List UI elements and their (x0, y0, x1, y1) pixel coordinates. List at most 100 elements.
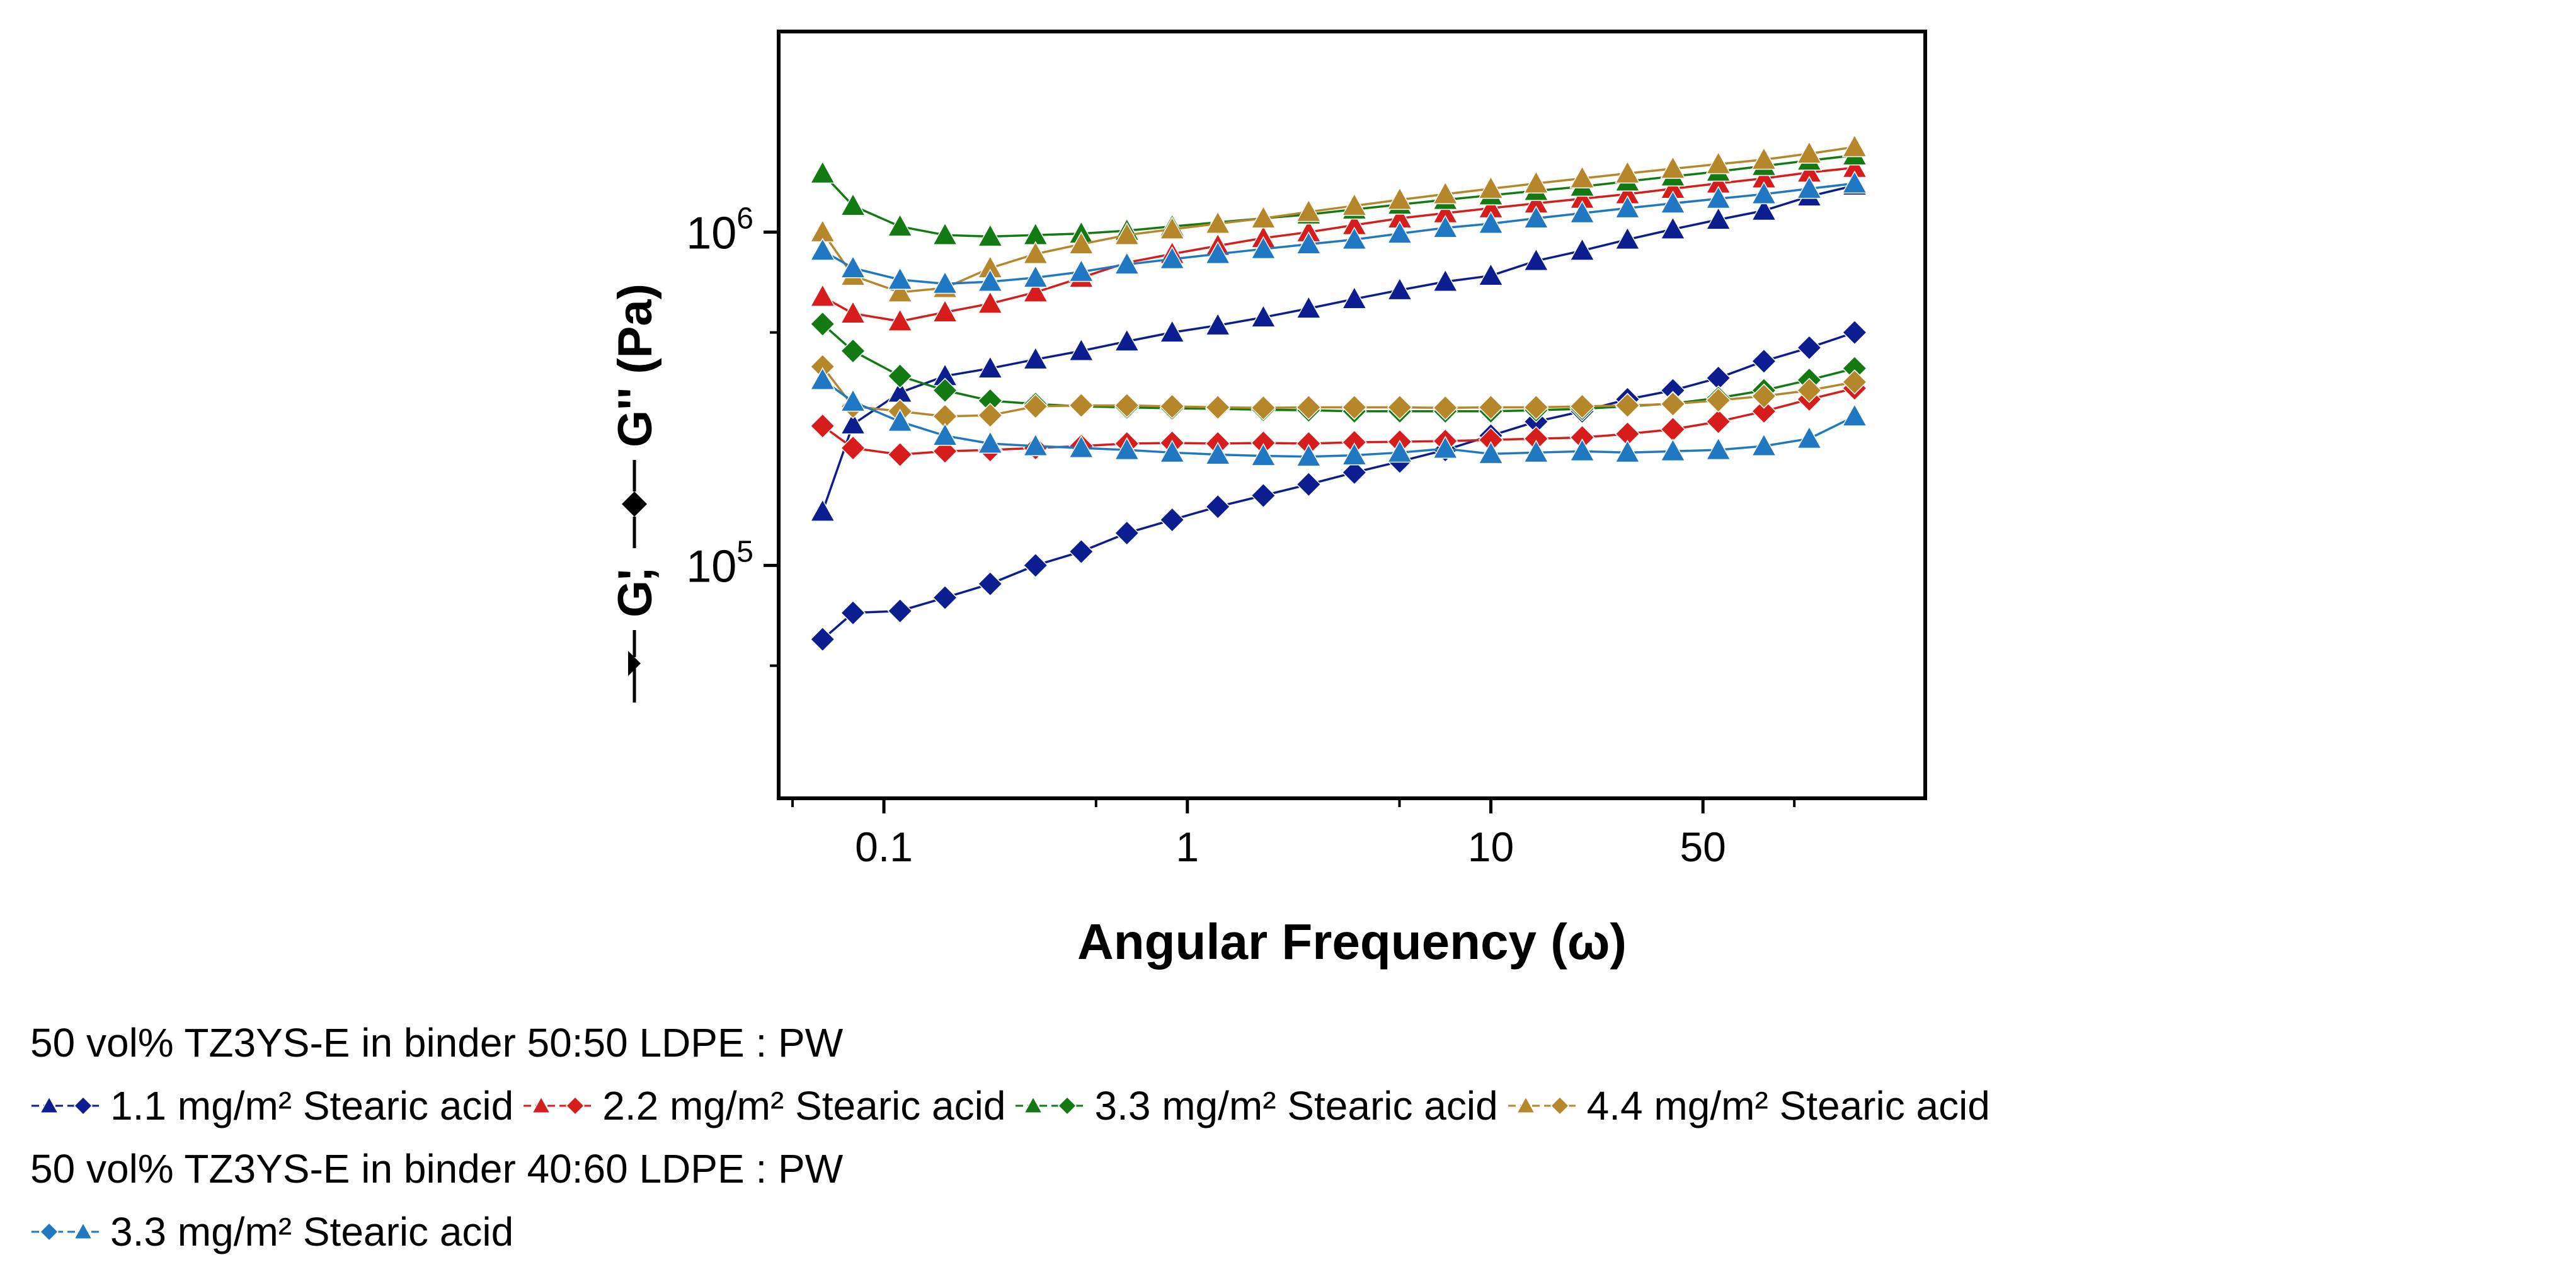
legend-swatch-icon (1508, 1096, 1577, 1116)
data-point (1751, 348, 1777, 374)
data-point (1523, 170, 1549, 194)
data-point (1341, 193, 1368, 216)
data-point (1205, 312, 1231, 336)
data-point (1159, 439, 1185, 463)
x-tick-label: 10 (1468, 824, 1514, 870)
data-point (1705, 185, 1731, 209)
data-point (840, 600, 866, 626)
data-point (1068, 393, 1094, 418)
y-label-gdoubleprime: G'' (Pa) (609, 284, 662, 447)
data-point (1523, 205, 1549, 229)
data-point (1341, 459, 1367, 485)
data-point (1615, 160, 1640, 184)
data-point (1251, 395, 1276, 421)
data-point (1478, 394, 1504, 420)
legend-swatch-icon (31, 1096, 101, 1116)
data-point (1159, 393, 1185, 420)
data-point (887, 308, 913, 331)
triangle-marker-icon (531, 1096, 551, 1113)
series-line (821, 365, 1855, 418)
data-point (1705, 387, 1731, 413)
data-point (1387, 439, 1413, 463)
data-point (1296, 394, 1322, 420)
data-point (1796, 141, 1823, 164)
data-point (1022, 553, 1048, 578)
data-point (1751, 197, 1777, 221)
data-point (977, 290, 1004, 314)
data-point (1114, 393, 1140, 418)
data-point (1478, 263, 1504, 286)
data-point (1296, 444, 1322, 467)
data-point (887, 213, 913, 237)
series-line (821, 182, 1855, 285)
data-point (1751, 383, 1777, 409)
data-point (840, 411, 866, 435)
data-point (1114, 520, 1140, 546)
data-point (1660, 391, 1686, 417)
data-point (1796, 425, 1823, 449)
diamond-marker-icon (73, 1096, 93, 1116)
y-tick-label: 106 (686, 202, 753, 258)
y-label-comma: , (609, 568, 662, 581)
legend-item: 3.3 mg/m² Stearic acid (30, 1200, 513, 1263)
data-point (1433, 395, 1458, 421)
data-point (810, 238, 836, 261)
data-point (840, 255, 866, 278)
data-point (1159, 246, 1185, 270)
data-point (1387, 221, 1413, 244)
x-tick-label: 1 (1176, 824, 1199, 870)
plot-area (810, 134, 1868, 652)
diamond-marker-icon (1058, 1096, 1077, 1116)
data-point (1159, 319, 1185, 343)
data-point (1341, 394, 1367, 420)
data-point (1387, 277, 1413, 301)
data-point (1796, 335, 1822, 360)
data-point (1296, 296, 1322, 319)
data-point (1022, 433, 1049, 456)
data-point (1159, 216, 1185, 239)
data-point (932, 222, 958, 246)
data-point (1068, 539, 1094, 565)
legend: 50 vol% TZ3YS-E in binder 50:50 LDPE : P… (30, 1011, 1999, 1263)
data-point (887, 408, 913, 432)
data-point (1841, 170, 1868, 194)
data-point (1841, 134, 1868, 158)
data-point (932, 422, 958, 446)
data-point (932, 377, 958, 403)
data-point (1068, 258, 1094, 282)
data-point (1068, 338, 1094, 361)
data-point (1022, 393, 1048, 420)
legend-group2-title: 50 vol% TZ3YS-E in binder 40:60 LDPE : P… (30, 1146, 844, 1191)
data-point (840, 300, 866, 324)
data-point (1205, 210, 1231, 234)
legend-swatch-icon (31, 1222, 101, 1242)
data-point (977, 223, 1004, 247)
data-point (840, 338, 866, 364)
data-point (1251, 304, 1276, 328)
data-point (1114, 222, 1140, 246)
data-point (1296, 231, 1322, 255)
y-tick-label: 105 (686, 535, 753, 592)
series-s4-loss (810, 353, 1867, 429)
data-point (977, 268, 1004, 292)
data-point (977, 355, 1004, 379)
data-point (932, 299, 958, 323)
data-point (1705, 207, 1731, 230)
legend-swatch-icon (1016, 1096, 1085, 1116)
x-tick-label: 50 (1680, 824, 1726, 870)
data-point (1022, 346, 1049, 370)
data-point (810, 498, 836, 522)
series-line (821, 323, 1855, 413)
data-point (977, 430, 1004, 454)
data-point (1341, 286, 1368, 309)
data-point (1432, 435, 1458, 459)
data-point (1615, 195, 1640, 219)
data-point (810, 284, 836, 307)
data-point (887, 363, 913, 389)
legend-group1-entries: 1.1 mg/m² Stearic acid 2.2 mg/m² Stearic… (30, 1074, 1999, 1137)
data-point (1022, 279, 1049, 302)
data-point (1569, 165, 1595, 189)
data-point (1523, 439, 1549, 463)
data-point (1478, 440, 1504, 464)
series-line (821, 331, 1855, 640)
